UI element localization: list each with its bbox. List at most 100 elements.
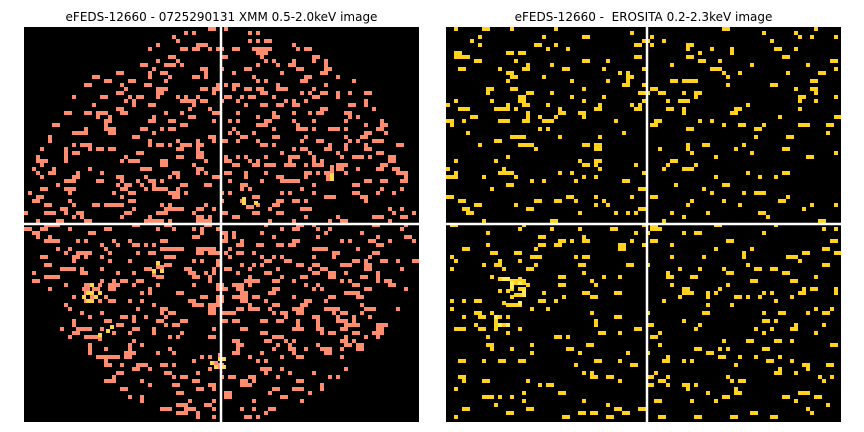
count-pixel <box>52 211 56 215</box>
count-pixel <box>152 131 156 135</box>
count-pixel <box>538 115 542 119</box>
count-pixel <box>582 111 586 115</box>
count-pixel <box>810 79 814 83</box>
count-pixel <box>654 371 658 375</box>
count-pixel <box>72 331 80 335</box>
source-pixel <box>110 325 114 329</box>
count-pixel <box>232 339 240 343</box>
count-pixel <box>582 143 590 147</box>
count-pixel <box>762 191 766 195</box>
count-pixel <box>630 239 634 243</box>
count-pixel <box>228 375 236 379</box>
count-pixel <box>634 231 638 235</box>
count-pixel <box>710 119 714 123</box>
count-pixel <box>786 135 794 139</box>
source-pixel <box>514 281 518 285</box>
count-pixel <box>304 135 308 139</box>
count-pixel <box>228 191 232 195</box>
count-pixel <box>196 143 204 147</box>
count-pixel <box>534 43 542 47</box>
count-pixel <box>582 59 590 63</box>
count-pixel <box>518 99 526 103</box>
count-pixel <box>834 95 838 99</box>
count-pixel <box>400 179 408 183</box>
count-pixel <box>412 239 416 243</box>
count-pixel <box>112 375 116 379</box>
count-pixel <box>260 51 264 55</box>
count-pixel <box>778 367 782 371</box>
count-pixel <box>730 415 738 419</box>
count-pixel <box>180 63 184 67</box>
count-pixel <box>132 99 136 103</box>
count-pixel <box>184 99 188 103</box>
source-pixel <box>498 289 502 293</box>
count-pixel <box>160 239 164 243</box>
count-pixel <box>292 163 296 167</box>
count-pixel <box>320 159 324 163</box>
source-pixel <box>326 173 330 177</box>
count-pixel <box>64 251 68 255</box>
count-pixel <box>336 95 340 99</box>
count-pixel <box>120 187 128 191</box>
count-pixel <box>726 283 730 287</box>
count-pixel <box>376 323 380 327</box>
count-pixel <box>670 159 678 163</box>
count-pixel <box>140 399 144 403</box>
count-pixel <box>554 335 562 339</box>
count-pixel <box>320 91 328 95</box>
count-pixel <box>132 207 136 211</box>
count-pixel <box>232 71 236 75</box>
count-pixel <box>140 127 144 131</box>
count-pixel <box>506 303 514 307</box>
count-pixel <box>296 379 304 383</box>
count-pixel <box>156 319 164 323</box>
count-pixel <box>486 343 494 347</box>
count-pixel <box>786 171 790 175</box>
count-pixel <box>678 267 682 271</box>
count-pixel <box>324 63 328 67</box>
count-pixel <box>538 299 546 303</box>
count-pixel <box>192 283 196 287</box>
count-pixel <box>200 227 204 231</box>
count-pixel <box>814 331 818 335</box>
count-pixel <box>526 111 530 115</box>
count-pixel <box>48 139 52 143</box>
count-pixel <box>280 175 284 179</box>
count-pixel <box>276 83 280 87</box>
count-pixel <box>168 311 172 315</box>
count-pixel <box>606 203 610 207</box>
count-pixel <box>582 399 586 403</box>
count-pixel <box>244 155 248 159</box>
count-pixel <box>364 99 368 103</box>
count-pixel <box>754 267 762 271</box>
count-pixel <box>256 39 260 43</box>
count-pixel <box>662 219 666 223</box>
count-pixel <box>458 375 466 379</box>
count-pixel <box>558 391 566 395</box>
count-pixel <box>324 307 332 311</box>
count-pixel <box>626 263 634 267</box>
count-pixel <box>300 327 304 331</box>
source-pixel <box>246 205 250 209</box>
count-pixel <box>248 187 252 191</box>
count-pixel <box>132 243 140 247</box>
count-pixel <box>722 183 726 187</box>
count-pixel <box>180 403 188 407</box>
count-pixel <box>252 163 260 167</box>
count-pixel <box>360 195 368 199</box>
count-pixel <box>352 259 360 263</box>
count-pixel <box>196 411 200 415</box>
count-pixel <box>292 111 296 115</box>
count-pixel <box>156 143 164 147</box>
count-pixel <box>256 79 260 83</box>
count-pixel <box>88 147 92 151</box>
count-pixel <box>312 95 320 99</box>
count-pixel <box>132 315 136 319</box>
count-pixel <box>454 55 462 59</box>
count-pixel <box>578 411 586 415</box>
count-pixel <box>196 43 200 47</box>
count-pixel <box>260 255 264 259</box>
source-pixel <box>90 299 94 303</box>
count-pixel <box>216 263 220 267</box>
count-pixel <box>212 271 216 275</box>
